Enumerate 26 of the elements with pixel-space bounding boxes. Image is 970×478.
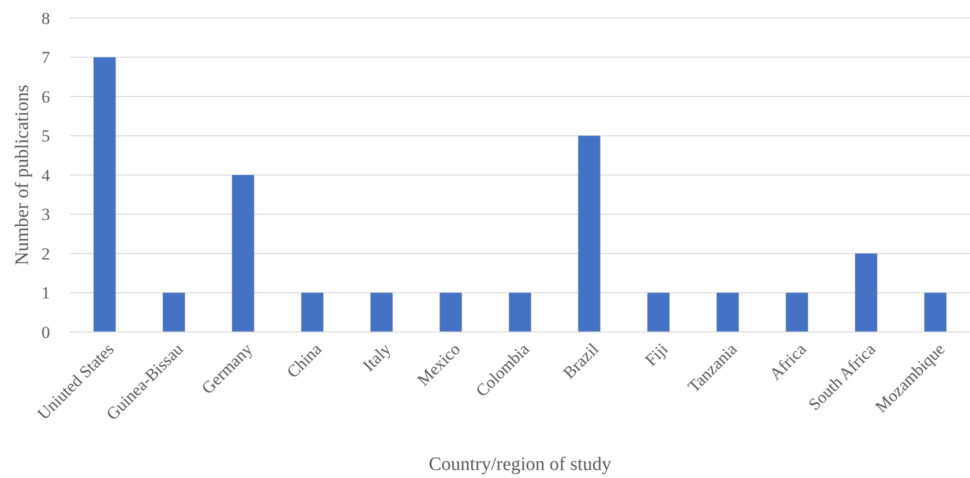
- x-axis-title: Country/region of study: [428, 454, 612, 475]
- bar: [162, 292, 185, 332]
- y-axis-title: Number of publications: [12, 84, 33, 266]
- y-tick-label: 7: [42, 48, 50, 68]
- bar: [716, 292, 739, 332]
- bar: [855, 254, 878, 332]
- y-tick-label: 0: [42, 322, 50, 342]
- bar: [232, 175, 254, 332]
- y-tick-label: 3: [42, 205, 50, 224]
- x-tick-label: Fiji: [641, 339, 672, 370]
- bar: [924, 292, 946, 332]
- bar: [94, 57, 116, 332]
- y-tick-label: 2: [42, 244, 50, 264]
- x-tick-label: Italy: [359, 339, 395, 376]
- y-tick-label: 1: [42, 284, 50, 303]
- y-tick-label: 4: [42, 166, 50, 185]
- bar: [786, 292, 808, 332]
- bar: [578, 136, 600, 332]
- y-tick-label: 8: [42, 8, 50, 28]
- bar: [301, 292, 324, 332]
- bar: [647, 292, 670, 332]
- y-tick-label: 6: [42, 87, 50, 106]
- bar: [440, 292, 462, 332]
- bar: [508, 292, 532, 332]
- bar: [370, 292, 393, 332]
- y-tick-label: 5: [42, 126, 50, 146]
